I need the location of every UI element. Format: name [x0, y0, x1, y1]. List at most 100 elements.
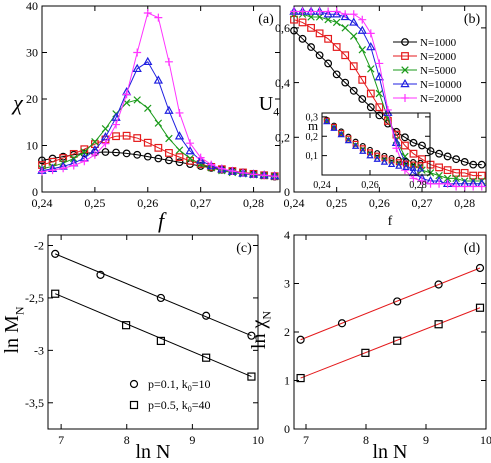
- inset-point: [352, 140, 359, 147]
- y-tick-label: 0: [284, 422, 290, 436]
- fit-line: [55, 253, 252, 337]
- x-tick-label: 9: [423, 433, 429, 447]
- inset-point: [409, 164, 417, 171]
- data-point: [185, 146, 195, 155]
- y-tick-label: 10: [26, 139, 38, 153]
- x-tick-label: 0,27: [412, 196, 433, 210]
- inset-y-label: m: [308, 118, 318, 133]
- x-tick-label: 0,25: [326, 196, 347, 210]
- data-point: [175, 146, 184, 154]
- data-point: [366, 29, 375, 38]
- data-point: [247, 372, 256, 381]
- data-point: [349, 17, 359, 26]
- y-axis-label: U4: [259, 93, 279, 119]
- data-point: [165, 156, 173, 165]
- data-point: [434, 320, 443, 329]
- data-point: [270, 172, 279, 181]
- data-point: [153, 75, 164, 84]
- fit-line: [55, 293, 252, 378]
- inset-point: [373, 155, 381, 162]
- legend: N=1000 N=2000 N=5000 N=10000 N=20000: [393, 37, 462, 105]
- y-axis-label: ln MN: [1, 306, 27, 353]
- x-axis-label: f: [388, 214, 393, 229]
- data-point: [207, 160, 216, 169]
- inset-point: [330, 124, 338, 131]
- data-point: [96, 270, 105, 279]
- data-point: [51, 289, 60, 298]
- data-point: [143, 9, 152, 17]
- data-point: [154, 154, 163, 163]
- x-axis-label: f: [158, 208, 167, 233]
- data-point: [332, 18, 341, 27]
- data-point: [323, 9, 333, 18]
- data-point: [260, 171, 269, 180]
- data-point: [101, 139, 110, 148]
- data-point: [337, 319, 347, 328]
- data-point: [111, 112, 121, 121]
- plot-frame: [293, 5, 487, 193]
- data-point: [156, 336, 165, 346]
- legend-marker: [401, 52, 409, 60]
- fit-line: [300, 267, 481, 341]
- data-point: [112, 132, 120, 141]
- data-point: [186, 156, 194, 165]
- inset-point: [338, 129, 345, 136]
- data-point: [393, 297, 402, 306]
- legend-label: p=0.5, k0=40: [148, 398, 211, 414]
- data-point: [132, 63, 142, 73]
- data-point: [358, 95, 367, 103]
- data-point: [434, 280, 443, 289]
- y-axis-label: χ: [11, 90, 24, 115]
- x-axis-label: ln N: [136, 441, 171, 463]
- data-point: [401, 141, 409, 150]
- x-tick-label: 0,28: [454, 196, 475, 210]
- data-point: [374, 72, 384, 81]
- inset-point: [416, 165, 425, 172]
- data-point: [290, 7, 298, 16]
- x-tick-label: 0,24: [284, 196, 305, 210]
- data-point: [409, 174, 418, 183]
- data-point: [341, 78, 350, 87]
- panel-label: (a): [258, 12, 274, 27]
- data-point: [69, 161, 78, 170]
- data-point: [426, 179, 435, 188]
- inset-point: [387, 160, 396, 168]
- data-point: [298, 18, 307, 27]
- data-point: [358, 15, 367, 24]
- legend-label: p=0.1, k0=10: [148, 377, 211, 393]
- data-point: [477, 182, 486, 191]
- data-point: [426, 147, 435, 155]
- data-point: [475, 263, 485, 273]
- data-point: [324, 7, 333, 16]
- data-point: [332, 70, 341, 79]
- data-point: [452, 182, 461, 191]
- inset-point: [351, 142, 360, 149]
- data-point: [435, 171, 443, 180]
- y-tick-label: 0,3: [306, 112, 319, 123]
- legend-label: N=2000: [420, 51, 457, 63]
- data-point: [375, 111, 384, 120]
- x-tick-label: 10: [252, 433, 264, 447]
- data-point: [133, 150, 142, 159]
- inset-point: [345, 135, 352, 142]
- data-point: [375, 59, 384, 68]
- inset-point: [323, 117, 331, 125]
- data-point: [341, 51, 350, 60]
- data-point: [307, 13, 315, 21]
- legend: p=0.1, k0=10 p=0.5, k0=40: [129, 377, 211, 414]
- data-point: [296, 373, 305, 383]
- data-point: [324, 59, 333, 68]
- panel-b: 0,24 0,25 0,26 0,27 0,28 0 0,2 0,4 0,6 (b) U4 f N=10…: [259, 5, 487, 229]
- data-point: [418, 177, 426, 186]
- data-point: [196, 155, 206, 164]
- data-point: [91, 138, 99, 146]
- x-tick-label: 8: [363, 433, 369, 447]
- data-point: [315, 7, 324, 16]
- panel-label: (d): [464, 241, 481, 256]
- data-point: [361, 348, 370, 357]
- y-tick-label: 0: [32, 185, 38, 199]
- x-tick-label: 0,28: [243, 196, 264, 210]
- data-point: [112, 120, 121, 129]
- inset-point: [395, 162, 403, 169]
- data-point: [460, 182, 469, 191]
